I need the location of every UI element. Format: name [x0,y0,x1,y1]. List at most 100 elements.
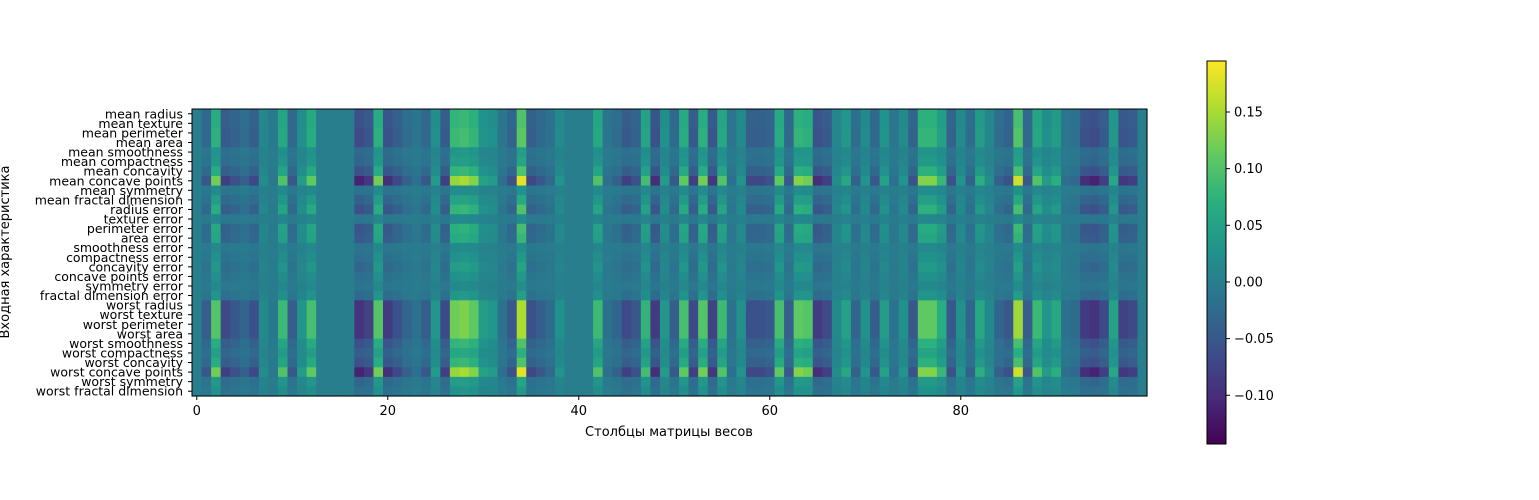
heatmap-cell [860,204,871,215]
heatmap-cell [850,281,862,292]
heatmap-cell [421,262,432,273]
heatmap-cell [698,329,709,340]
heatmap-cell [1137,214,1148,225]
heatmap-cell [201,128,212,139]
heatmap-cell [545,386,556,397]
heatmap-cell [889,118,900,129]
heatmap-cell [803,357,814,368]
heatmap-cell [870,233,881,244]
heatmap-cell [745,242,757,254]
heatmap-cell [268,262,279,273]
heatmap-cell [688,290,699,301]
heatmap-cell [488,262,499,273]
heatmap-cell [650,156,661,167]
heatmap-cell [927,204,938,215]
heatmap-cell [383,262,394,273]
heatmap-cell [984,281,995,292]
heatmap-cell [745,357,757,368]
heatmap-cell [889,109,900,120]
heatmap-cell [612,252,623,263]
heatmap-cell [564,166,575,177]
heatmap-cell [430,348,441,359]
heatmap-cell [258,137,269,148]
heatmap-cell [545,185,556,196]
heatmap-cell [793,137,804,148]
heatmap-cell [325,204,336,215]
heatmap-cell [192,376,203,388]
heatmap-cell [936,357,948,368]
heatmap-cell [316,223,327,234]
heatmap-cell [306,185,317,196]
heatmap-cell [755,376,766,388]
heatmap-cell [879,128,890,139]
heatmap-cell [707,300,718,311]
heatmap-cell [965,175,976,187]
heatmap-cell [440,118,451,129]
heatmap-cell [1070,367,1081,378]
heatmap-cell [507,300,518,311]
heatmap-cell [602,185,613,196]
heatmap-cell [1013,376,1024,388]
heatmap-cell [354,338,365,349]
heatmap-cell [335,329,346,340]
heatmap-cell [449,175,460,187]
heatmap-cell [497,195,508,206]
heatmap-cell [726,214,737,225]
heatmap-cell [564,271,575,282]
heatmap-cell [516,262,527,273]
heatmap-cell [1061,156,1072,167]
heatmap-cell [726,338,737,349]
heatmap-cell [344,147,355,158]
heatmap-cell [908,137,919,148]
heatmap-cell [545,128,556,139]
heatmap-cell [1127,156,1139,167]
heatmap-cell [220,376,231,388]
heatmap-cell [688,175,699,187]
heatmap-cell [306,367,317,378]
heatmap-cell [325,147,336,158]
heatmap-cell [593,137,604,148]
heatmap-cell [574,376,585,388]
heatmap-cell [755,300,766,311]
heatmap-cell [850,242,862,254]
heatmap-cell [936,252,948,263]
heatmap-cell [1013,329,1024,340]
heatmap-cell [812,233,823,244]
heatmap-cell [363,329,375,340]
heatmap-cell [898,214,909,225]
heatmap-cell [535,137,546,148]
heatmap-cell [220,233,231,244]
heatmap-cell [268,195,279,206]
heatmap-cell [1127,300,1139,311]
heatmap-cell [994,300,1005,311]
heatmap-cell [679,147,690,158]
heatmap-cell [946,242,957,254]
heatmap-cell [220,367,231,378]
heatmap-cell [774,156,785,167]
heatmap-cell [927,319,938,330]
heatmap-cell [535,300,546,311]
heatmap-cell [220,329,231,340]
heatmap-cell [936,281,948,292]
heatmap-cell [975,242,986,254]
heatmap-cell [430,290,441,301]
heatmap-cell [287,233,298,244]
heatmap-cell [688,128,699,139]
heatmap-cell [679,156,690,167]
heatmap-cell [1070,281,1081,292]
heatmap-cell [745,195,757,206]
heatmap-cell [994,242,1005,254]
heatmap-cell [535,319,546,330]
heatmap-cell [1118,348,1129,359]
heatmap-cell [602,242,613,254]
heatmap-cell [612,223,623,234]
heatmap-cell [459,242,470,254]
heatmap-cell [220,300,231,311]
y-tick-label: worst perimeter [83,317,184,332]
heatmap-cell [784,357,795,368]
heatmap-cell [850,214,862,225]
heatmap-cell [373,319,384,330]
heatmap-cell [1080,156,1091,167]
heatmap-cell [383,252,394,263]
heatmap-cell [201,175,212,187]
